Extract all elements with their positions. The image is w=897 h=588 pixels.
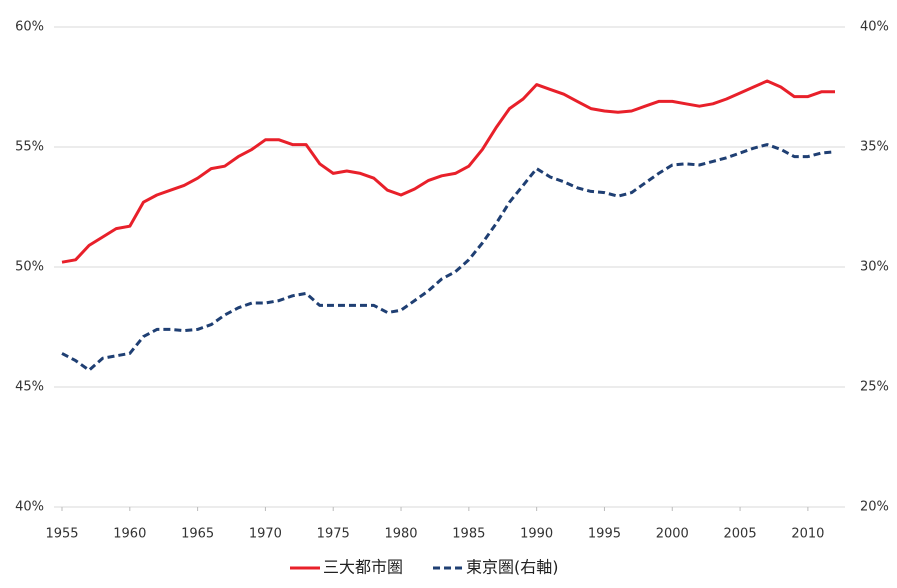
y2-tick-label: 30% xyxy=(860,260,889,275)
x-tick-label: 1995 xyxy=(588,527,621,542)
legend-label: 三大都市圏 xyxy=(323,558,403,577)
series-line xyxy=(61,143,836,372)
x-tick-label: 1980 xyxy=(384,527,417,542)
x-tick-label: 1970 xyxy=(249,527,282,542)
y-tick-label: 40% xyxy=(15,500,44,515)
y2-tick-label: 25% xyxy=(860,380,889,395)
legend-label: 東京圏(右軸) xyxy=(466,558,559,577)
legend: 三大都市圏 東京圏(右軸) xyxy=(290,558,559,577)
y2-tick-label: 40% xyxy=(860,20,889,35)
x-tick-label: 2010 xyxy=(791,527,824,542)
x-tick-label: 1965 xyxy=(181,527,214,542)
y-tick-label: 60% xyxy=(15,20,44,35)
x-tick-label: 1990 xyxy=(520,527,553,542)
y2-tick-label: 35% xyxy=(860,140,889,155)
y-tick-label: 55% xyxy=(15,140,44,155)
y2-tick-label: 20% xyxy=(860,500,889,515)
series-line xyxy=(61,79,835,264)
x-tick-label: 2000 xyxy=(656,527,689,542)
x-tick-label: 2005 xyxy=(724,527,757,542)
y-tick-label: 50% xyxy=(15,260,44,275)
x-tick-label: 1960 xyxy=(113,527,146,542)
x-tick-label: 1985 xyxy=(452,527,485,542)
x-tick-label: 1975 xyxy=(317,527,350,542)
y-tick-label: 45% xyxy=(15,380,44,395)
x-tick-label: 1955 xyxy=(45,527,78,542)
